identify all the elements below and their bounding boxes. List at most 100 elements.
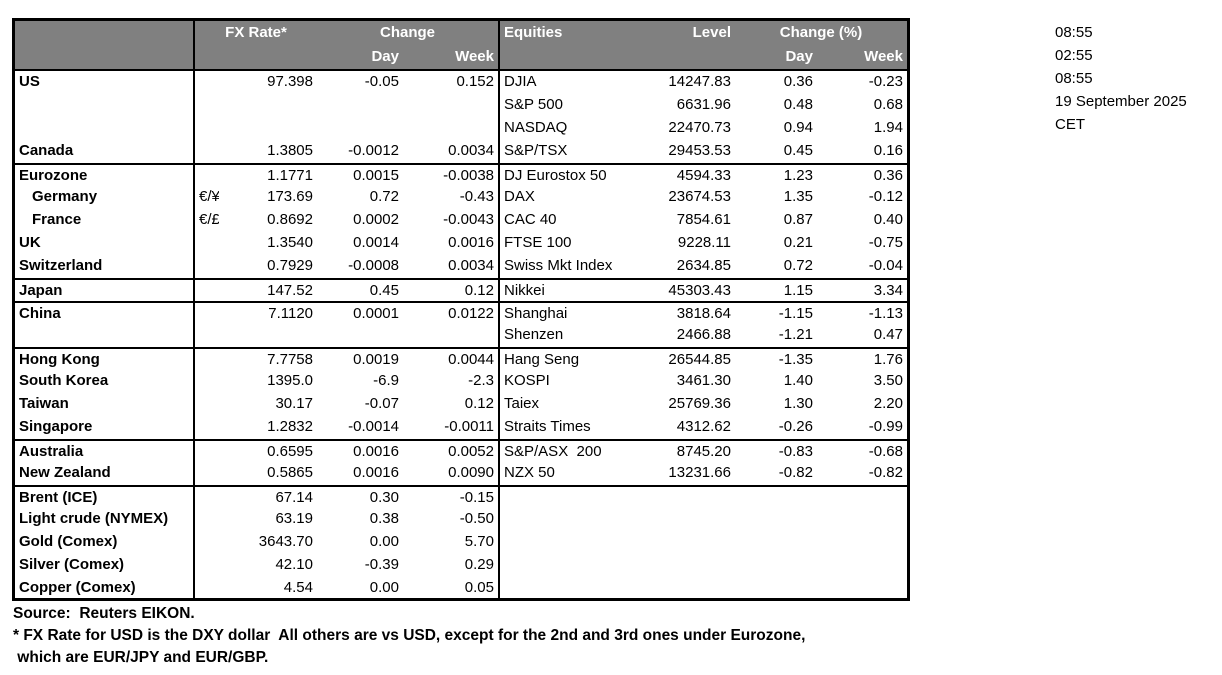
fx-week-change-cell: 5.70	[464, 533, 494, 550]
fx-currency-pair-cell	[193, 441, 219, 462]
timestamp: 02:55	[1055, 47, 1093, 64]
equity-name-cell: NASDAQ	[498, 117, 651, 140]
fx-rate-cell: 67.14	[275, 489, 313, 506]
equity-day-change-cell	[735, 531, 817, 554]
table-row: New Zealand 0.5865 0.0016 0.0090 NZX 50 13231…	[15, 462, 907, 485]
equity-week-change-cell	[817, 531, 907, 554]
equity-name-cell: S&P 500	[498, 94, 651, 117]
fx-label-cell: France	[32, 211, 82, 228]
fx-label-cell: Eurozone	[19, 167, 88, 184]
equity-week-change-cell	[817, 577, 907, 600]
fx-day-change-cell: 0.0002	[353, 211, 399, 228]
footnotes: Source: Reuters EIKON. * FX Rate for USD …	[13, 603, 805, 669]
fx-week-change-cell: 0.0090	[448, 464, 494, 481]
fx-label-cell: Gold (Comex)	[19, 533, 118, 550]
equity-day-change-cell: -0.26	[778, 418, 813, 435]
fx-label-cell: Singapore	[19, 418, 93, 435]
fx-label-cell: Brent (ICE)	[19, 489, 98, 506]
equity-day-change-cell: -0.82	[778, 464, 813, 481]
equity-week-change-cell: -0.82	[868, 464, 903, 481]
equities-day-header: Day	[785, 48, 813, 65]
fx-rate-cell: 63.19	[275, 510, 313, 527]
fx-currency-pair-cell	[193, 508, 219, 531]
fx-currency-pair-cell	[193, 531, 219, 554]
equity-day-change-cell: -1.15	[778, 305, 813, 322]
fx-rate-cell	[219, 117, 317, 140]
fx-label-cell: Canada	[19, 142, 74, 159]
fx-label-cell	[15, 324, 193, 347]
table-row: Copper (Comex) 4.54 0.00 0.05	[15, 577, 907, 600]
fx-currency-pair-cell	[193, 165, 219, 186]
fx-rate-cell: 1.2832	[267, 418, 313, 435]
equity-level-cell: 13231.66	[668, 464, 731, 481]
fx-currency-pair-cell	[193, 487, 219, 508]
fx-day-change-cell: 0.0015	[353, 167, 399, 184]
fx-week-change-cell	[403, 94, 498, 117]
equity-week-change-cell: -0.12	[868, 188, 903, 205]
fx-week-change-cell: 0.29	[464, 556, 494, 573]
equity-name-cell: KOSPI	[498, 370, 651, 393]
fx-day-change-cell: 0.38	[369, 510, 399, 527]
equity-level-cell	[651, 487, 735, 508]
fx-week-change-cell: -0.15	[459, 489, 494, 506]
fx-rate-cell: 42.10	[275, 556, 313, 573]
equity-name-cell	[498, 487, 651, 508]
fx-day-change-cell: -6.9	[373, 372, 399, 389]
equity-level-cell: 2466.88	[676, 326, 731, 343]
fx-week-change-cell: 0.152	[456, 73, 494, 90]
fx-day-change-cell: 0.0019	[353, 351, 399, 368]
equity-day-change-cell: 1.35	[783, 188, 813, 205]
equity-level-cell: 4594.33	[676, 167, 731, 184]
fx-week-change-cell: -0.50	[459, 510, 494, 527]
fx-currency-pair-cell	[193, 117, 219, 140]
equity-level-cell	[651, 577, 735, 600]
fx-rate-header: FX Rate*	[193, 21, 317, 45]
equities-change-header: Change (%)	[779, 24, 863, 41]
fx-currency-pair-cell	[193, 255, 219, 278]
timestamp: 19 September 2025	[1055, 93, 1187, 110]
equity-week-change-cell	[817, 487, 907, 508]
equity-day-change-cell: 1.40	[783, 372, 813, 389]
footnote-line: Source: Reuters EIKON.	[13, 605, 195, 622]
equity-level-cell: 23674.53	[668, 188, 731, 205]
table-body: US 97.398 -0.05 0.152 DJIA 14247.83 0.36 -0.23 S…	[15, 71, 907, 600]
equity-name-cell: Straits Times	[498, 416, 651, 439]
table-row: Germany €/¥ 173.69 0.72 -0.43 DAX 23674.53 1.35…	[15, 186, 907, 209]
fx-rate-cell: 7.1120	[268, 305, 313, 322]
fx-rate-cell: 0.8692	[267, 211, 313, 228]
fx-currency-pair-cell	[193, 280, 219, 301]
equity-level-cell: 45303.43	[668, 282, 731, 299]
table-row: Australia 0.6595 0.0016 0.0052 S&P/ASX 200 87…	[15, 439, 907, 462]
equity-level-cell: 3818.64	[676, 305, 731, 322]
equity-week-change-cell: 0.36	[873, 167, 903, 184]
table-header-row-2: Day Week Day Week	[15, 45, 907, 69]
fx-week-change-cell: 0.0034	[448, 257, 494, 274]
fx-label-cell: Taiwan	[19, 395, 69, 412]
fx-currency-pair-cell	[193, 416, 219, 439]
fx-week-change-cell: -0.0038	[443, 167, 494, 184]
equity-name-cell: CAC 40	[498, 209, 651, 232]
fx-day-change-cell: 0.00	[369, 533, 399, 550]
fx-label-cell: US	[19, 73, 40, 90]
equity-name-cell: Nikkei	[498, 280, 651, 301]
equity-name-cell: FTSE 100	[498, 232, 651, 255]
equity-week-change-cell: 0.68	[873, 96, 903, 113]
fx-rate-cell: 1.3805	[267, 142, 313, 159]
fx-day-change-cell: 0.30	[369, 489, 399, 506]
table-row: Brent (ICE) 67.14 0.30 -0.15	[15, 485, 907, 508]
fx-label-cell: China	[19, 305, 61, 322]
fx-day-change-cell: 0.0014	[353, 234, 399, 251]
fx-day-change-cell: 0.0016	[353, 464, 399, 481]
fx-label-cell: South Korea	[19, 372, 109, 389]
equity-week-change-cell: 1.76	[873, 351, 903, 368]
fx-equities-table: FX Rate* Change Equities Level Change (%…	[12, 18, 910, 601]
fx-day-change-cell	[317, 94, 403, 117]
fx-currency-pair-cell	[193, 577, 219, 600]
fx-label-cell: New Zealand	[19, 464, 111, 481]
table-row: Singapore 1.2832 -0.0014 -0.0011 Straits Tim…	[15, 416, 907, 439]
fx-rate-cell: 0.7929	[267, 257, 313, 274]
footnote-line: * FX Rate for USD is the DXY dollar All …	[13, 627, 806, 644]
equity-day-change-cell: 0.36	[783, 73, 813, 90]
fx-day-change-cell	[317, 324, 403, 347]
equity-level-cell: 9228.11	[677, 234, 731, 251]
